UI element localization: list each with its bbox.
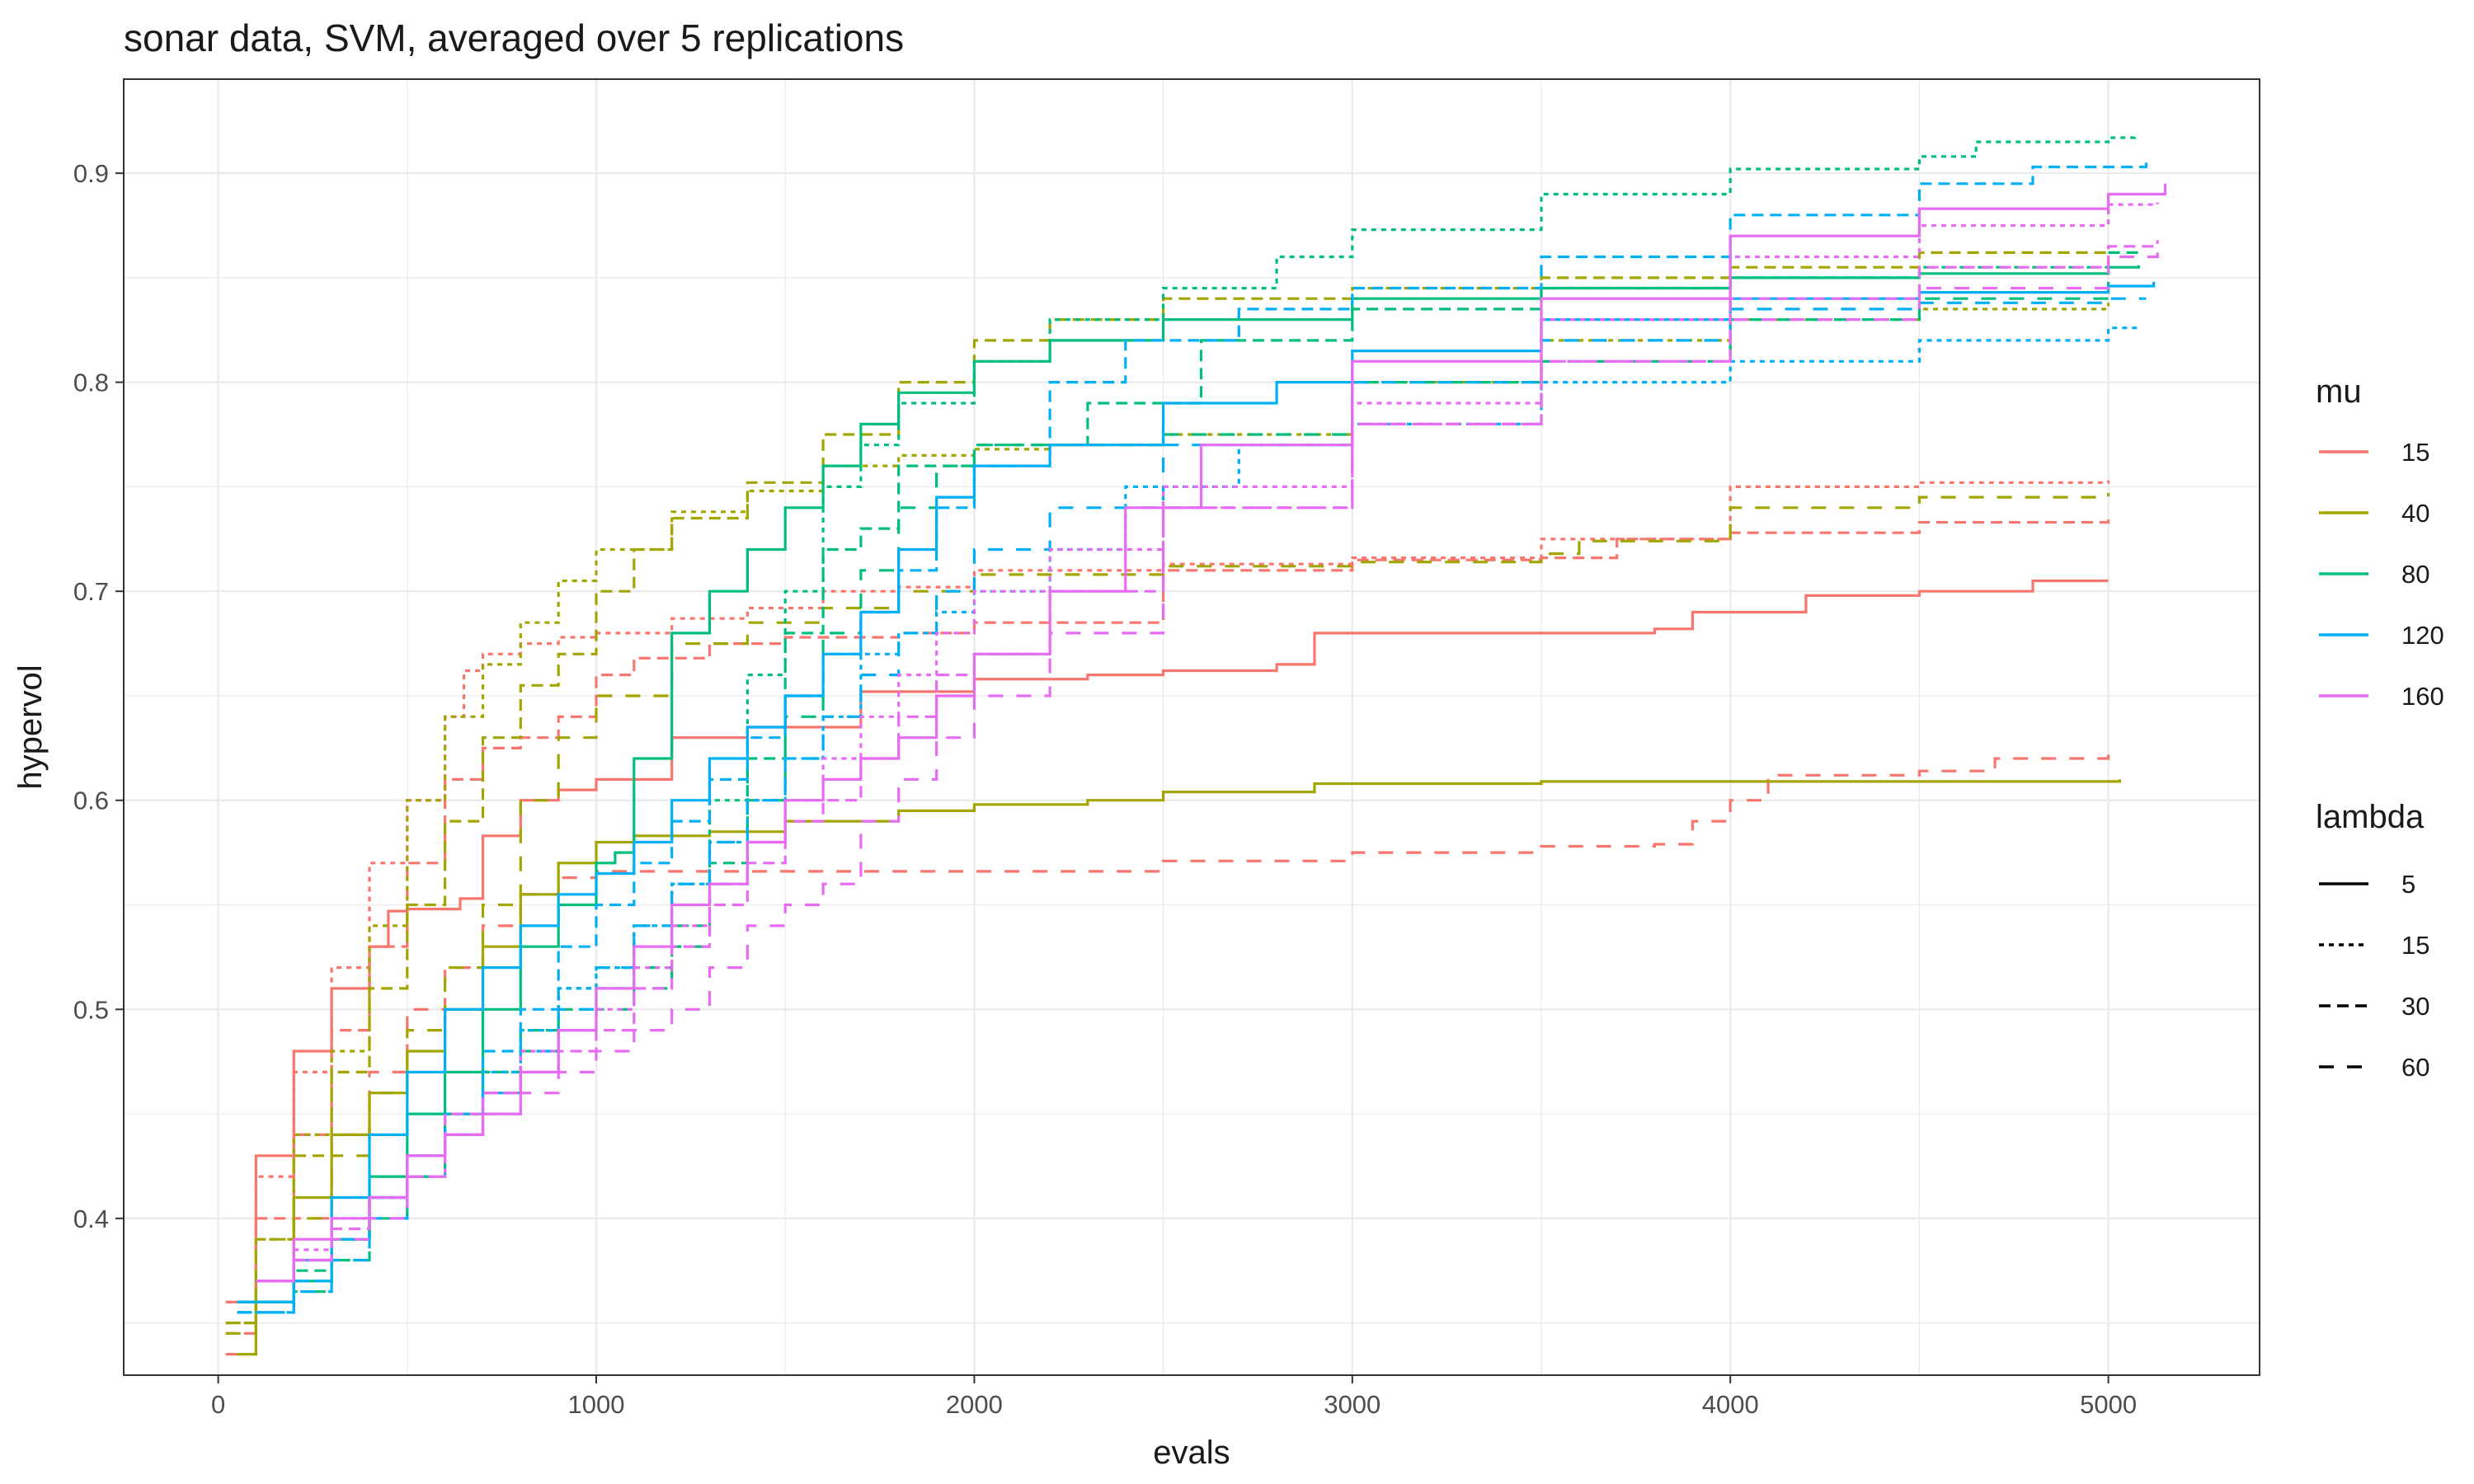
legend-mu-label: 120 xyxy=(2401,621,2444,650)
legend-lambda-label: 5 xyxy=(2401,870,2415,899)
legend-mu-title: mu xyxy=(2316,373,2362,410)
x-tick-label: 3000 xyxy=(1324,1390,1380,1419)
y-axis-label: hypervol xyxy=(12,665,49,789)
series-line-mu160-lambda60 xyxy=(256,252,2159,1283)
y-tick-label: 0.5 xyxy=(73,995,109,1024)
legend-mu-label: 160 xyxy=(2401,682,2444,711)
chart-title: sonar data, SVM, averaged over 5 replica… xyxy=(124,16,904,59)
legend-mu: mu 15 40 80 120 160 xyxy=(2316,373,2444,711)
y-tick-label: 0.8 xyxy=(73,369,109,397)
legend-lambda: lambda 5 15 30 60 xyxy=(2316,799,2429,1082)
plot-panel-border xyxy=(123,78,2260,1376)
legend-lambda-label: 15 xyxy=(2401,931,2429,960)
legend-lambda-title: lambda xyxy=(2316,799,2425,835)
x-tick-label: 5000 xyxy=(2080,1390,2137,1419)
series-line-mu80-lambda60 xyxy=(237,281,2110,1303)
x-axis-ticks: 0 1000 2000 3000 4000 5000 xyxy=(211,1375,2137,1419)
y-tick-label: 0.7 xyxy=(73,577,109,606)
x-axis-label: evals xyxy=(1153,1435,1230,1471)
series-lines xyxy=(225,135,2166,1356)
y-axis-ticks: 0.4 0.5 0.6 0.7 0.8 0.9 xyxy=(73,159,124,1233)
legend-lambda-label: 30 xyxy=(2401,992,2429,1021)
legend-mu-label: 40 xyxy=(2401,499,2429,528)
y-tick-label: 0.4 xyxy=(73,1205,109,1233)
x-tick-label: 1000 xyxy=(568,1390,625,1419)
legend-mu-label: 80 xyxy=(2401,560,2429,589)
x-tick-label: 2000 xyxy=(946,1390,1003,1419)
legend-mu-label: 15 xyxy=(2401,438,2429,467)
y-tick-label: 0.6 xyxy=(73,787,109,815)
series-line-mu120-lambda30 xyxy=(237,162,2148,1314)
y-tick-label: 0.9 xyxy=(73,159,109,188)
x-tick-label: 4000 xyxy=(1702,1390,1759,1419)
x-tick-label: 0 xyxy=(211,1390,225,1419)
legend-lambda-label: 60 xyxy=(2401,1053,2429,1082)
